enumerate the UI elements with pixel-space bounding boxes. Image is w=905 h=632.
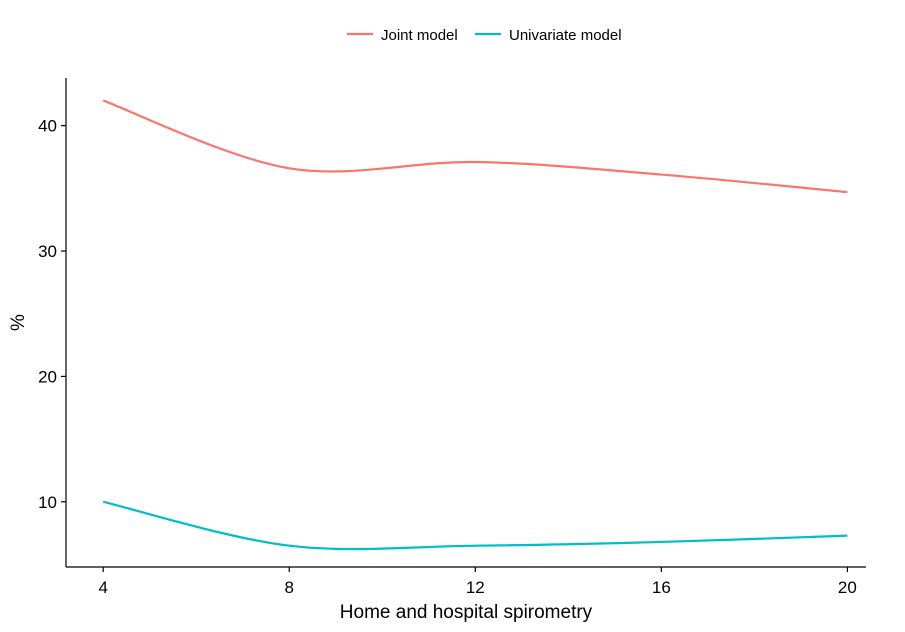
legend-label-univariate-model: Univariate model [509, 27, 622, 44]
y-tick-label: 30 [38, 242, 57, 261]
axes [65, 78, 866, 568]
legend-label-joint-model: Joint model [381, 27, 458, 44]
x-axis-ticks: 4 8 12 16 20 [98, 567, 857, 597]
y-tick-label: 10 [38, 493, 57, 512]
y-tick-label: 40 [38, 117, 57, 136]
x-tick-label: 4 [98, 578, 107, 597]
y-axis-title: % [8, 314, 29, 331]
series-layer [102, 99, 848, 551]
x-tick-label: 12 [466, 578, 485, 597]
y-axis-ticks: 10 20 30 40 [38, 117, 66, 512]
legend: Joint model Univariate model [347, 27, 622, 44]
x-tick-label: 20 [838, 578, 857, 597]
series-line-joint-model [102, 99, 848, 194]
y-tick-label: 20 [38, 367, 57, 386]
series-line-univariate-model [102, 500, 848, 551]
x-tick-label: 8 [285, 578, 294, 597]
x-axis-title: Home and hospital spirometry [340, 602, 593, 623]
x-tick-label: 16 [652, 578, 671, 597]
